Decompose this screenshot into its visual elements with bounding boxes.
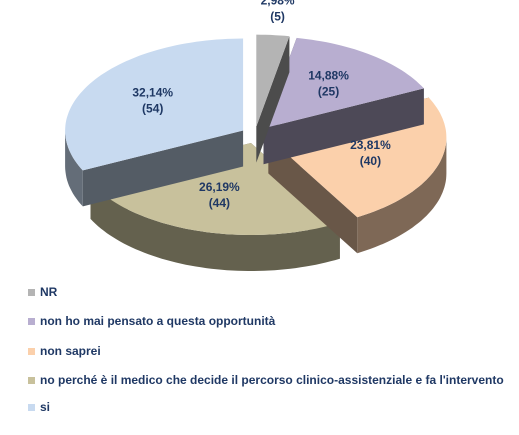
slice-side: [256, 36, 290, 163]
data-label: 26,19%: [199, 180, 240, 194]
legend-swatch: [28, 289, 35, 296]
data-label: (40): [360, 154, 381, 168]
legend-swatch: [28, 404, 35, 411]
data-label: (5): [270, 10, 285, 24]
data-label: (44): [209, 196, 230, 210]
slice-top: [65, 38, 244, 171]
legend-label: non saprei: [40, 344, 101, 358]
slice-top: [256, 34, 290, 127]
data-label: (25): [318, 85, 339, 99]
legend-label: non ho mai pensato a questa opportunità: [40, 314, 276, 328]
slice-wall: [90, 182, 340, 271]
legend-label: no perché è il medico che decide il perc…: [40, 373, 504, 387]
legend-swatch: [28, 377, 35, 384]
slice-side: [263, 88, 424, 165]
slice-wall: [357, 137, 447, 254]
legend-swatch: [28, 318, 35, 325]
slice: [256, 34, 290, 163]
slice-top: [263, 37, 424, 129]
legend-label: si: [40, 400, 50, 414]
slice-top: [90, 143, 340, 235]
legend-swatch: [28, 348, 35, 355]
slice-side: [82, 130, 244, 207]
slice-wall: [65, 130, 83, 207]
data-label: 2,98%: [261, 0, 295, 8]
data-label: 14,88%: [308, 69, 349, 83]
slice: [65, 38, 244, 207]
data-label: 32,14%: [132, 85, 173, 99]
data-label: 23,81%: [350, 138, 391, 152]
data-label: (54): [142, 101, 163, 115]
legend-label: NR: [40, 285, 58, 299]
slice-side: [268, 137, 358, 254]
